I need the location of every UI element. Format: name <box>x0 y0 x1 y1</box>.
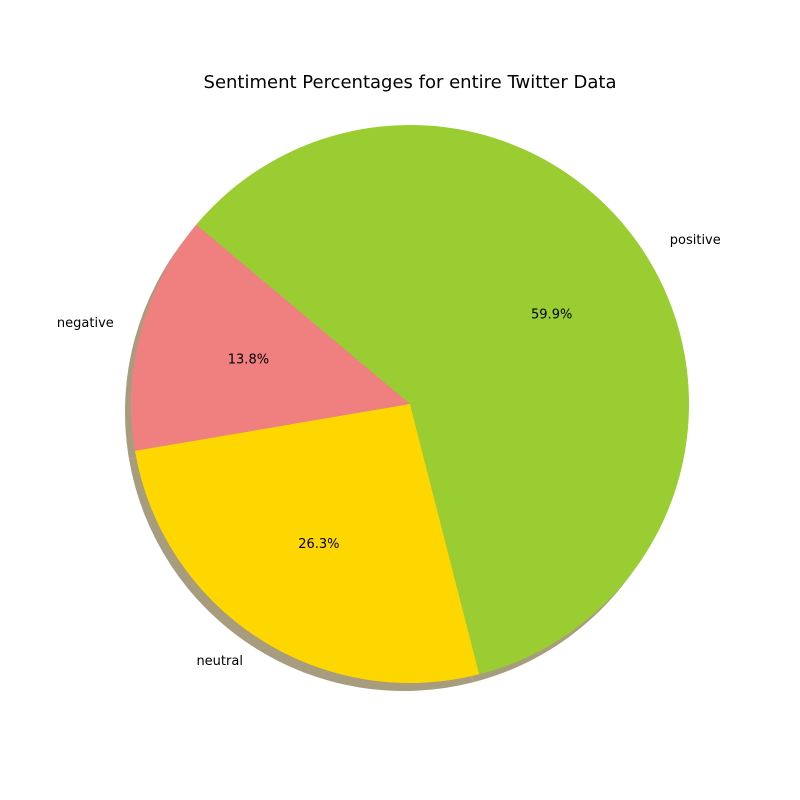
slice-label-positive: positive <box>670 233 721 248</box>
slice-positive <box>196 125 689 675</box>
slice-neutral <box>134 404 480 683</box>
slice-percent-negative: 13.8% <box>228 353 269 368</box>
pie-labels: negative 13.8% neutral 26.3% positive 59.9% <box>57 233 721 669</box>
slice-percent-positive: 59.9% <box>531 307 572 322</box>
slice-label-negative: negative <box>57 316 114 331</box>
chart-title: Sentiment Percentages for entire Twitter… <box>204 72 617 93</box>
pie-slices <box>131 125 689 683</box>
slice-negative <box>131 224 410 451</box>
slice-percent-neutral: 26.3% <box>298 537 339 552</box>
slice-label-neutral: neutral <box>196 654 243 669</box>
